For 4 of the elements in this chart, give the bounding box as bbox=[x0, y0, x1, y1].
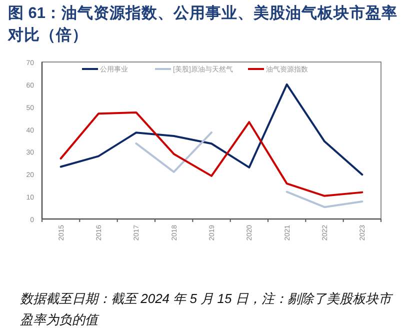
chart-title: 图 61：油气资源指数、公用事业、美股油气板块市盈率对比（倍） bbox=[8, 4, 399, 46]
text: 数据截至日期：截至 2024 年 5 月 15 日，注：剔除了美股板块市盈率为负的值 bbox=[20, 290, 394, 329]
line-series bbox=[60, 83, 364, 176]
line-series bbox=[60, 111, 364, 197]
